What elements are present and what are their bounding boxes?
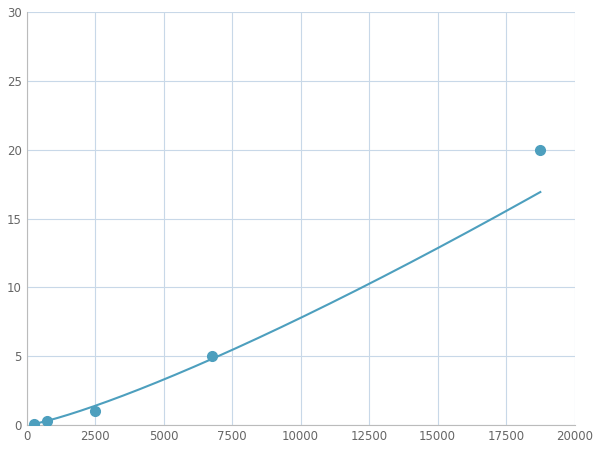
Point <box>536 146 545 153</box>
Point <box>91 408 100 415</box>
Point <box>29 420 38 427</box>
Point <box>43 418 52 425</box>
Point <box>207 353 217 360</box>
